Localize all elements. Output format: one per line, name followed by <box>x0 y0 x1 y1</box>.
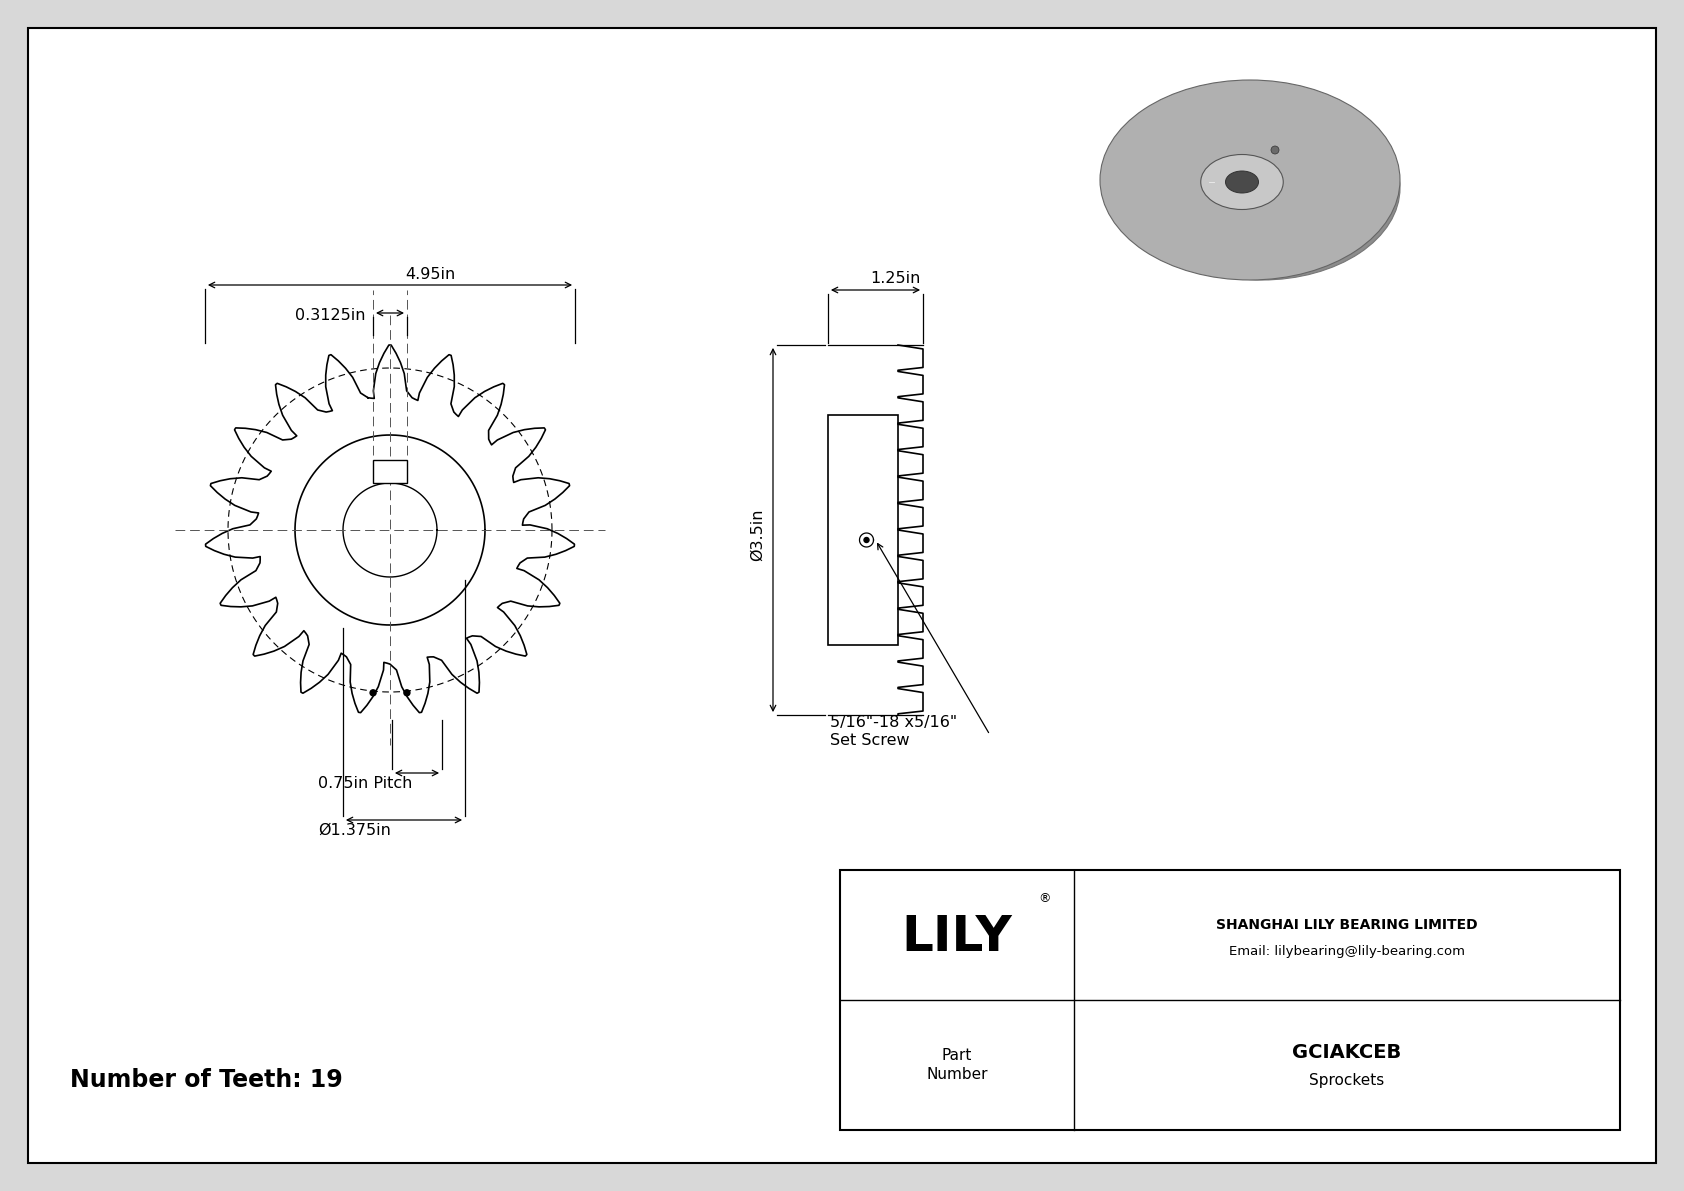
Ellipse shape <box>1231 260 1243 275</box>
Text: 0.3125in: 0.3125in <box>295 307 365 323</box>
Ellipse shape <box>1111 158 1128 169</box>
Ellipse shape <box>1367 148 1384 158</box>
Ellipse shape <box>1278 87 1290 102</box>
Ellipse shape <box>1346 229 1361 242</box>
Ellipse shape <box>1317 100 1330 114</box>
Text: Email: lilybearing@lily-bearing.com: Email: lilybearing@lily-bearing.com <box>1229 944 1465 958</box>
Text: 1.25in: 1.25in <box>871 272 919 286</box>
Circle shape <box>864 537 869 542</box>
Ellipse shape <box>1374 176 1389 187</box>
Text: ®: ® <box>1037 892 1051 905</box>
Bar <box>374 460 408 484</box>
Text: SHANGHAI LILY BEARING LIMITED: SHANGHAI LILY BEARING LIMITED <box>1216 918 1479 933</box>
Ellipse shape <box>1226 172 1258 193</box>
Ellipse shape <box>1127 131 1143 143</box>
Ellipse shape <box>1155 107 1169 120</box>
Ellipse shape <box>1123 96 1399 280</box>
Text: 4.95in: 4.95in <box>404 267 455 282</box>
Text: Ø1.375in: Ø1.375in <box>318 823 391 838</box>
Ellipse shape <box>1366 205 1383 216</box>
Circle shape <box>370 690 376 696</box>
Ellipse shape <box>1152 237 1167 250</box>
Text: Sprockets: Sprockets <box>1310 1073 1384 1089</box>
Bar <box>829 414 898 646</box>
Ellipse shape <box>1100 80 1399 280</box>
Circle shape <box>404 690 409 696</box>
Text: Ø3.5in: Ø3.5in <box>749 509 765 561</box>
Text: GCIAKCEB: GCIAKCEB <box>1292 1043 1401 1062</box>
Circle shape <box>1271 146 1280 154</box>
Text: LILY: LILY <box>901 913 1012 961</box>
Ellipse shape <box>1111 187 1128 199</box>
Text: 0.75in Pitch: 0.75in Pitch <box>318 777 413 791</box>
Bar <box>840 869 1620 1130</box>
Ellipse shape <box>1189 252 1201 267</box>
Ellipse shape <box>1275 258 1287 274</box>
Text: Set Screw: Set Screw <box>830 732 909 748</box>
Text: Part
Number: Part Number <box>926 1048 989 1083</box>
Text: Number of Teeth: 19: Number of Teeth: 19 <box>71 1068 344 1092</box>
Ellipse shape <box>1236 85 1246 100</box>
Ellipse shape <box>1192 92 1206 106</box>
Ellipse shape <box>1125 214 1140 226</box>
Ellipse shape <box>1314 248 1327 261</box>
Ellipse shape <box>1347 121 1362 133</box>
Ellipse shape <box>1201 155 1283 210</box>
Text: 5/16"-18 x5/16": 5/16"-18 x5/16" <box>830 715 957 730</box>
